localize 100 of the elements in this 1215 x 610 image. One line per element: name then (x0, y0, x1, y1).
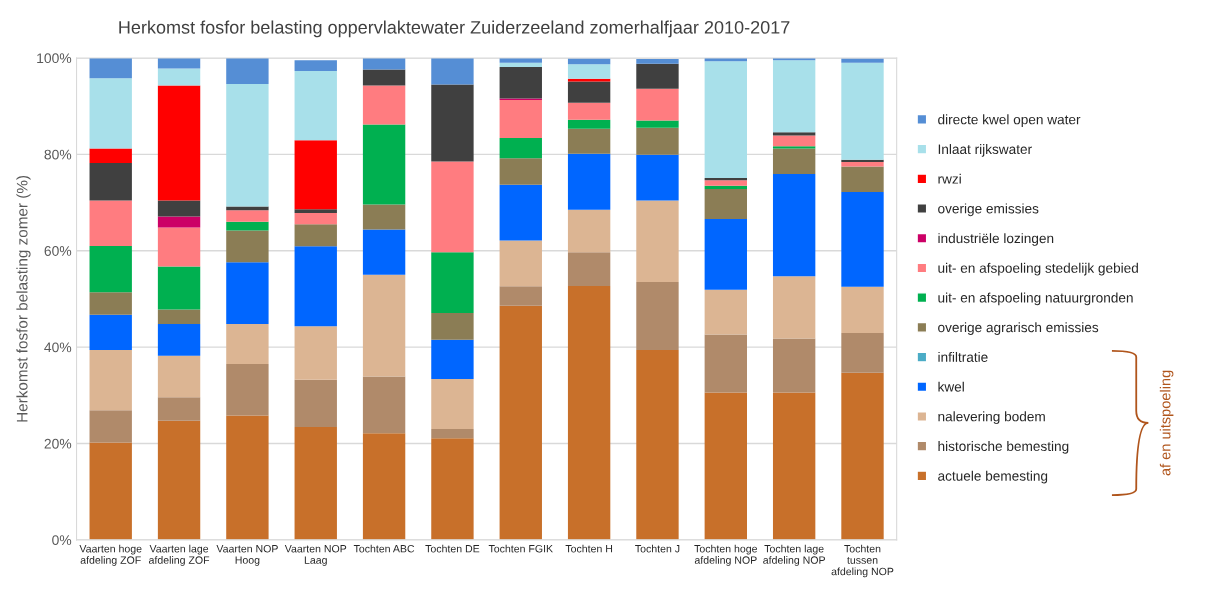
bar (89, 148, 132, 163)
bar (772, 392, 816, 540)
legend-label: overige emissies (938, 203, 1039, 217)
bar (362, 204, 406, 230)
bar (567, 102, 611, 120)
bar (636, 349, 679, 540)
x-tick-label: Vaarten NOP Hoog (216, 544, 278, 566)
bar (157, 397, 201, 421)
bar (226, 363, 269, 416)
legend-label: uit- en afspoeling natuurgronden (938, 292, 1133, 306)
x-tick-label: Tochten tussen afdeling NOP (831, 544, 894, 578)
bar (294, 326, 337, 380)
legend-label: uit- en afspoeling stedelijk gebied (938, 262, 1138, 276)
bar (567, 285, 611, 540)
y-tick-label: 100% (37, 53, 72, 64)
bar (362, 124, 406, 205)
bar (567, 128, 611, 154)
bar (157, 227, 201, 267)
bar (157, 85, 201, 201)
bar (499, 137, 542, 159)
bar (567, 64, 611, 79)
x-tick-label: Tochten DE (425, 544, 480, 553)
bar (157, 200, 201, 217)
bar (89, 200, 132, 246)
bar (362, 85, 406, 125)
legend-label: kwel (938, 381, 964, 392)
x-tick-label: Vaarten lage afdeling ZOF (149, 544, 210, 566)
legend-label: actuele bemesting (938, 470, 1048, 484)
bar (89, 57, 132, 79)
y-axis-title: Herkomst fosfor belasting zomer (%) (16, 175, 31, 422)
x-tick-label: Vaarten hoge afdeling ZOF (79, 544, 142, 566)
x-tick-label: Vaarten NOP Laag (284, 544, 347, 566)
y-tick-label: 80% (44, 149, 72, 160)
bar (499, 99, 542, 138)
bar (157, 323, 201, 356)
bar (636, 88, 679, 121)
bar (157, 68, 201, 86)
x-tick-label: Tochten FGIK (488, 544, 553, 553)
bar (226, 323, 269, 364)
bar (89, 163, 132, 201)
bar (499, 184, 542, 241)
bar (772, 174, 816, 277)
bar (226, 221, 269, 231)
bar (89, 410, 132, 443)
bar (362, 229, 406, 275)
bar (226, 230, 269, 263)
bar (431, 57, 474, 85)
bar (294, 224, 337, 247)
legend-label: nalevering bodem (938, 411, 1045, 425)
bar (431, 378, 474, 430)
bar (567, 252, 611, 286)
bar (567, 209, 611, 253)
x-tick-label: Tochten ABC (353, 544, 415, 553)
bar (636, 120, 679, 128)
bar (89, 78, 132, 149)
bar (294, 213, 337, 225)
bar (704, 180, 747, 186)
bar (772, 132, 816, 136)
x-tick-label: Tochten H (565, 544, 613, 553)
bar (431, 312, 474, 340)
bar (567, 78, 611, 82)
bar (841, 191, 884, 287)
bar (226, 415, 269, 540)
bar (772, 338, 816, 393)
y-tick-label: 60% (44, 246, 72, 256)
bar (157, 355, 201, 398)
bar (772, 135, 816, 147)
bar (841, 372, 884, 540)
legend-label: rwzi (938, 173, 961, 184)
bar (362, 69, 406, 86)
y-tick-label: 40% (44, 342, 72, 353)
bar (636, 154, 679, 201)
bar (226, 206, 269, 211)
bar (157, 57, 201, 69)
bar (841, 58, 884, 63)
bar (841, 286, 884, 334)
text: af en uitspoeling (1159, 370, 1174, 476)
bar (157, 309, 201, 324)
bar (294, 427, 337, 540)
legend-label: historische bemesting (938, 441, 1069, 454)
legend-label: infiltratie (938, 351, 988, 362)
bar (499, 286, 542, 306)
bar (704, 218, 747, 290)
bar (567, 81, 611, 103)
bar (294, 140, 337, 210)
bar (431, 252, 474, 313)
bar (362, 376, 406, 434)
bar (294, 70, 337, 141)
bar (294, 209, 337, 214)
x-tick-label: Tochten hoge afdeling NOP (694, 544, 758, 566)
bar (226, 262, 269, 324)
bar (226, 210, 269, 222)
bar (499, 158, 542, 185)
bar (567, 153, 611, 210)
bar (294, 246, 337, 327)
bar (362, 57, 406, 70)
bar (772, 146, 816, 149)
bar (704, 289, 747, 335)
bar (841, 166, 884, 192)
bar (431, 438, 474, 540)
